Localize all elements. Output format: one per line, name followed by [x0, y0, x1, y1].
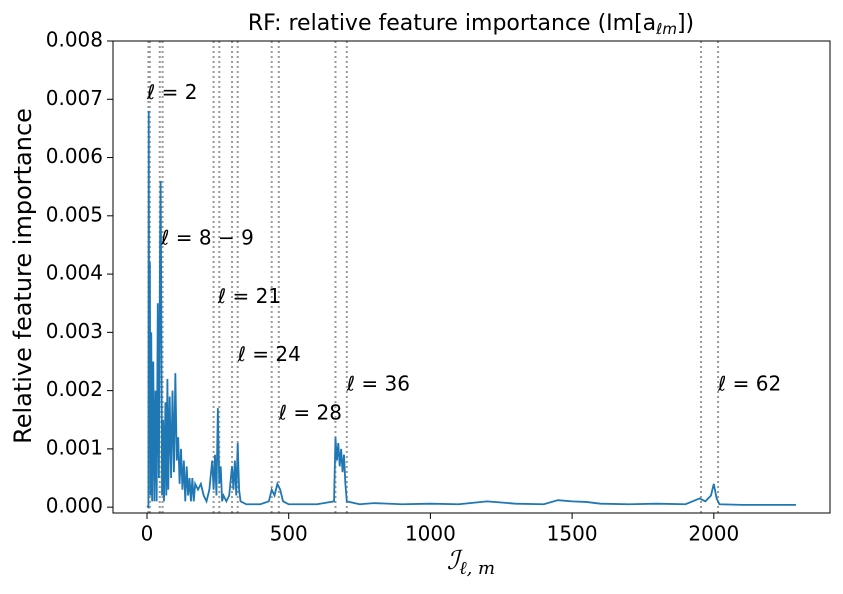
- x-tick-label: 0: [141, 522, 154, 546]
- y-tick-label: 0.007: [46, 86, 103, 110]
- y-tick-label: 0.004: [46, 261, 103, 285]
- y-tick-label: 0.000: [46, 494, 103, 518]
- plot-frame: [112, 40, 831, 514]
- y-tick-label: 0.002: [46, 377, 103, 401]
- y-tick-label: 0.005: [46, 202, 103, 226]
- annotation: ℓ = 24: [237, 342, 301, 366]
- y-tick-label: 0.008: [46, 28, 103, 52]
- chart-title: RF: relative feature importance (Im[aℓm]…: [248, 11, 694, 38]
- x-tick-label: 1000: [405, 522, 456, 546]
- x-tick-label: 2000: [688, 522, 739, 546]
- y-tick-label: 0.003: [46, 319, 103, 343]
- annotation: ℓ = 28: [278, 400, 342, 424]
- x-tick-label: 1500: [547, 522, 598, 546]
- y-tick-label: 0.006: [46, 144, 103, 168]
- annotation: ℓ = 62: [717, 371, 781, 395]
- y-axis-label: Relative feature importance: [9, 108, 37, 444]
- x-tick-label: 500: [270, 522, 308, 546]
- annotation: ℓ = 36: [346, 371, 410, 395]
- annotation: ℓ = 2: [146, 80, 197, 104]
- annotation: ℓ = 21: [217, 284, 281, 308]
- y-tick-label: 0.001: [46, 435, 103, 459]
- data-line: [146, 110, 796, 510]
- annotation: ℓ = 8 − 9: [160, 226, 254, 250]
- x-axis-label: ℐℓ, m: [447, 546, 495, 579]
